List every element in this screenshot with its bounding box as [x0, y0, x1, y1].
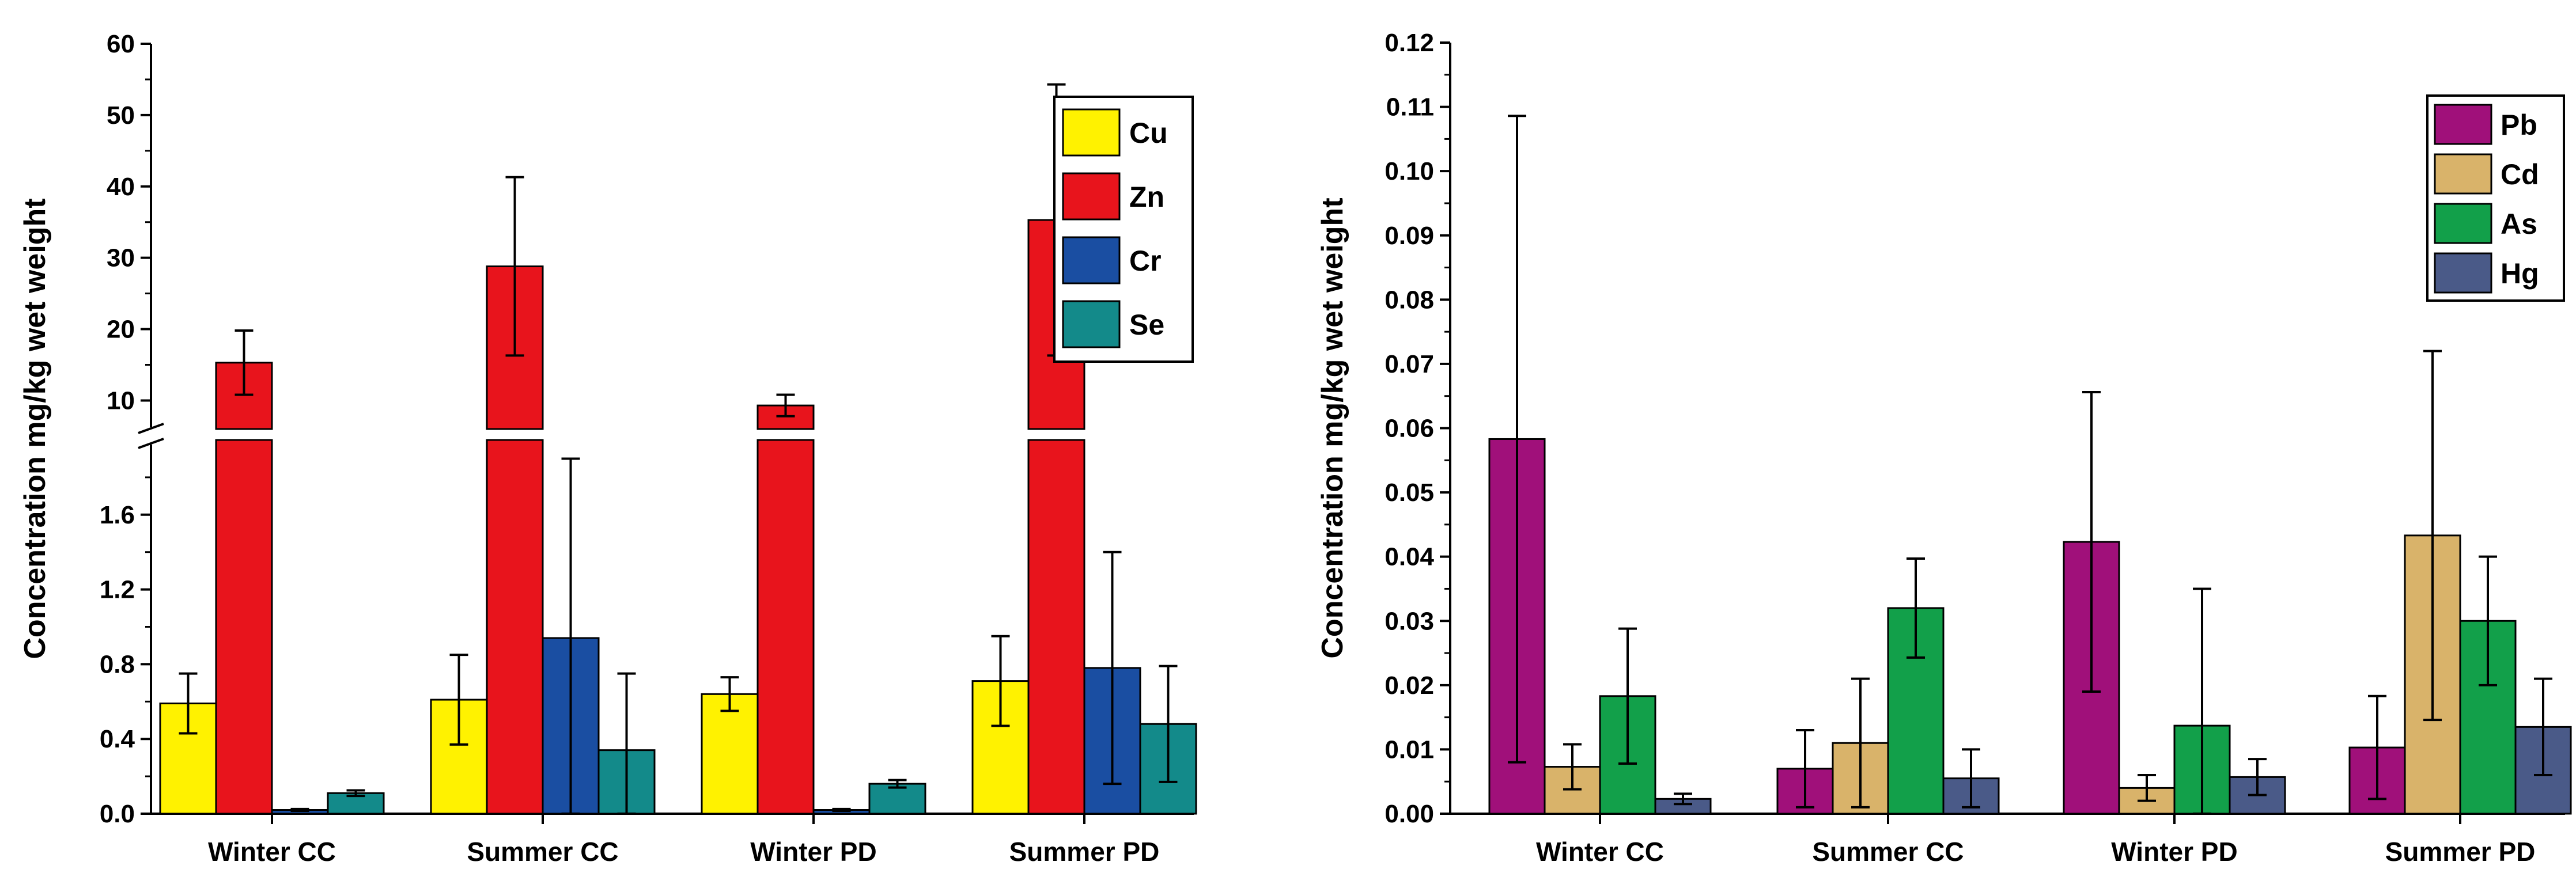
chart-2-y-tick-label: 0.04 [1385, 543, 1434, 571]
chart-1-y-tick-label: 30 [107, 244, 135, 272]
chart-1-legend-swatch-se [1062, 300, 1121, 348]
chart-1-legend-label-se: Se [1129, 309, 1164, 341]
chart-2-y-tick-label: 0.01 [1385, 735, 1434, 764]
chart-1-legend-label-zn: Zn [1129, 181, 1164, 213]
chart-1-bar-zn-lower [1027, 439, 1085, 815]
chart-2-legend-label-hg: Hg [2501, 257, 2539, 290]
chart-1-legend-swatch-zn [1062, 172, 1121, 221]
chart-2-legend-label-as: As [2501, 208, 2537, 240]
chart-2-y-tick-label: 0.11 [1386, 93, 1434, 122]
chart-2-y-axis-label: Concentration mg/kg wet weight [1316, 198, 1349, 658]
chart-1-bar-zn-lower [486, 439, 544, 815]
chart-1-y-tick-label: 1.6 [100, 501, 135, 529]
chart-1-bar-zn-lower [215, 439, 273, 815]
chart-2-y-tick-label: 0.05 [1385, 479, 1434, 507]
chart-2-y-tick-label: 0.09 [1385, 222, 1434, 250]
chart-2-legend: Pb Cd As Hg [2426, 94, 2565, 302]
chart-2-legend-swatch-cd [2434, 153, 2492, 195]
chart-2-y-tick-label: 0.02 [1385, 671, 1434, 700]
chart-1-heavy-metals: Concentration mg/kg wet weight 10 20 30 40 5… [18, 30, 1197, 867]
chart-2-x-tick-label: Winter PD [2111, 837, 2237, 867]
chart-1-legend: Cu Zn Cr Se [1053, 96, 1194, 363]
chart-1-legend-swatch-cu [1062, 108, 1121, 157]
chart-2-y-tick-label: 0.12 [1385, 29, 1434, 57]
chart-2-legend-swatch-as [2434, 203, 2492, 244]
chart-1-x-tick-label: Winter CC [208, 837, 336, 867]
chart-1-y-tick-label: 50 [107, 101, 135, 130]
chart-1-legend-swatch-cr [1062, 236, 1121, 284]
chart-2-x-tick-label: Summer CC [1812, 837, 1964, 867]
chart-2-y-tick-label: 0.06 [1385, 415, 1434, 443]
chart-1-axis-break-mark [138, 423, 164, 434]
chart-2-legend-swatch-hg [2434, 252, 2492, 294]
chart-1-y-tick-label: 10 [107, 386, 135, 415]
chart-2-y-tick-label: 0.08 [1385, 286, 1434, 314]
chart-2-trace-metals: Concentration mg/kg wet weight 0.00 0.01 0… [1316, 29, 2572, 867]
chart-1-bar-se [868, 783, 926, 815]
chart-1-bar-zn-lower [756, 439, 815, 815]
chart-2-legend-label-pb: Pb [2501, 109, 2537, 141]
chart-2-legend-label-cd: Cd [2501, 158, 2539, 191]
chart-1-y-tick-label: 20 [107, 316, 135, 344]
chart-1-y-tick-label: 60 [107, 30, 135, 58]
chart-2-y-tick-label: 0.03 [1385, 607, 1434, 635]
chart-1-y-tick-label: 0.4 [100, 725, 135, 753]
chart-1-y-tick-label: 0.8 [100, 650, 135, 678]
chart-1-axis-break-mark [138, 438, 164, 449]
chart-2-legend-swatch-pb [2434, 104, 2492, 145]
chart-1-y-axis-label: Concentration mg/kg wet weight [18, 198, 52, 659]
chart-2-x-tick-label: Summer PD [2385, 837, 2536, 867]
chart-1-y-tick-label: 40 [107, 173, 135, 201]
chart-1-x-tick-label: Winter PD [750, 837, 876, 867]
chart-1-y-tick-label: 1.2 [100, 576, 135, 604]
chart-1-legend-label-cu: Cu [1129, 117, 1168, 149]
chart-2-y-tick-label: 0.00 [1385, 800, 1434, 828]
chart-2-y-tick-label: 0.07 [1385, 350, 1434, 378]
chart-1-legend-label-cr: Cr [1129, 245, 1162, 277]
chart-1-y-tick-label: 0.0 [100, 800, 135, 828]
chart-2-x-tick-label: Winter CC [1536, 837, 1664, 867]
chart-2-y-tick-label: 0.10 [1385, 157, 1434, 185]
chart-1-x-tick-label: Summer PD [1009, 837, 1160, 867]
chart-1-x-tick-label: Summer CC [467, 837, 618, 867]
